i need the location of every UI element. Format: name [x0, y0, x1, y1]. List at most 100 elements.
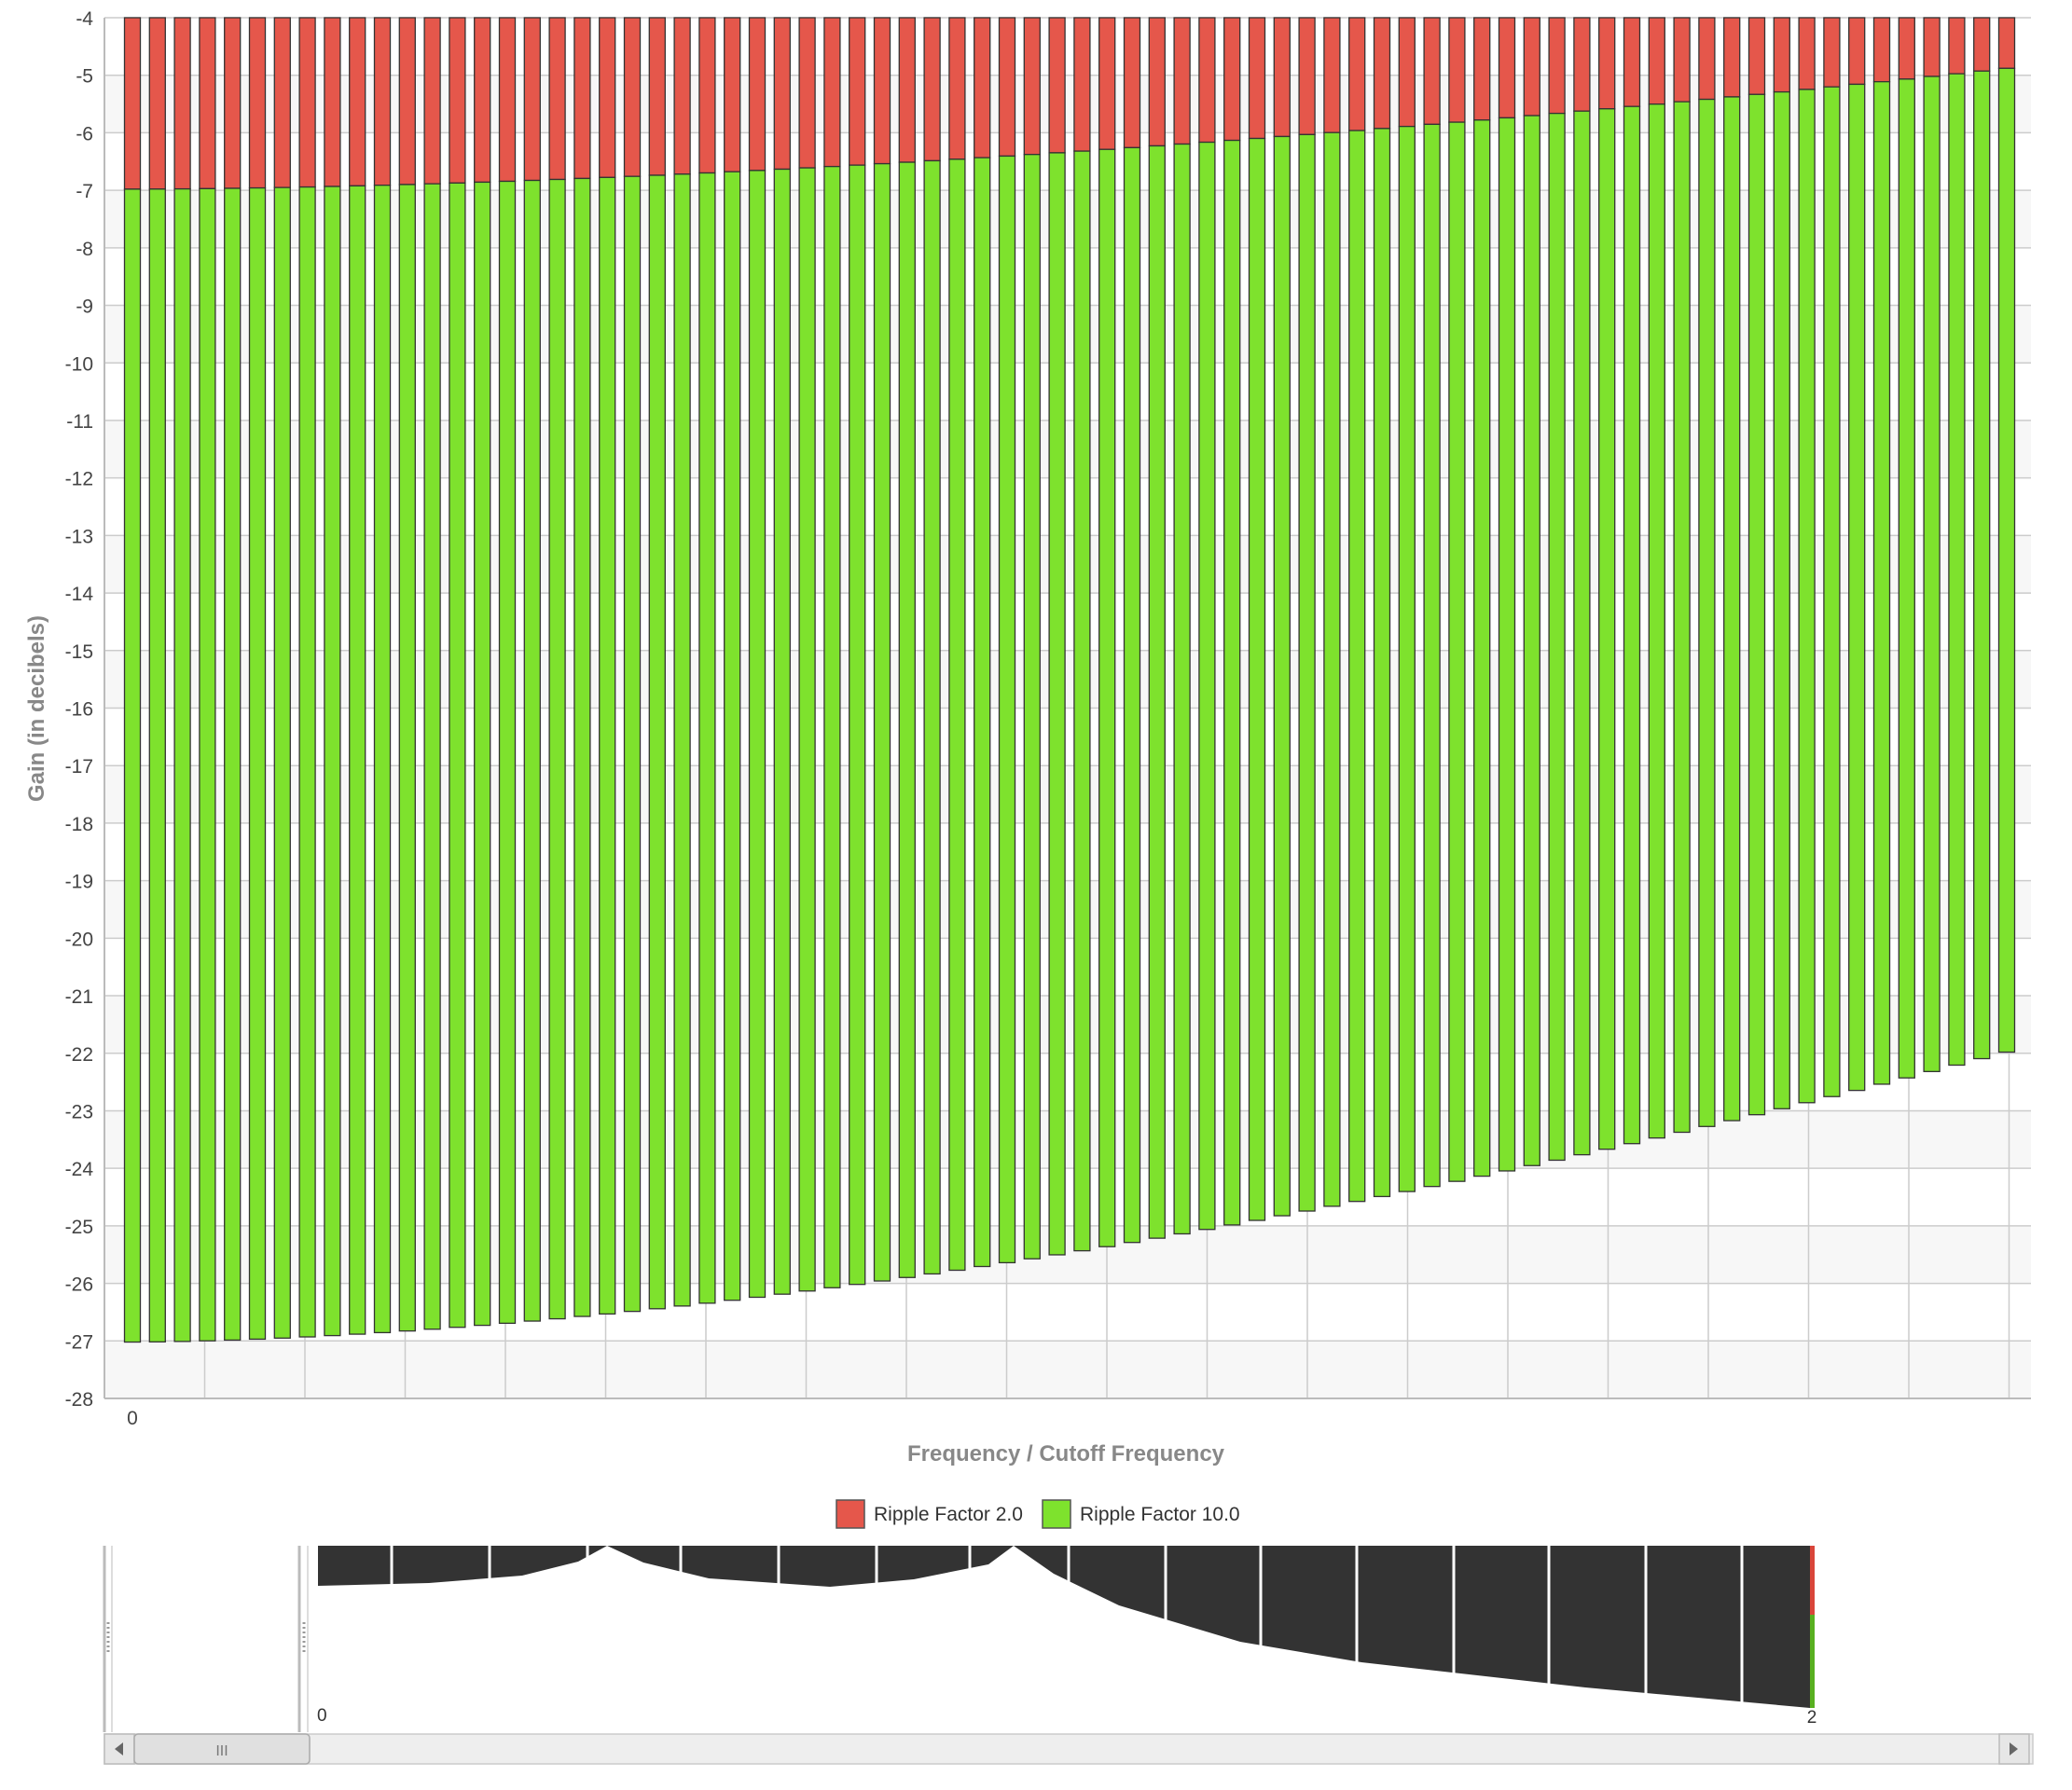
bar-ripple-2[interactable]: [1073, 17, 1091, 152]
bar-ripple-10[interactable]: [1298, 133, 1316, 1212]
bar-ripple-10[interactable]: [1398, 125, 1416, 1192]
bar-ripple-10[interactable]: [1872, 80, 1891, 1085]
bar-ripple-2[interactable]: [1548, 17, 1566, 115]
bar-ripple-10[interactable]: [273, 186, 291, 1339]
bar-ripple-2[interactable]: [498, 17, 517, 183]
bar-ripple-2[interactable]: [1148, 17, 1166, 147]
bar-ripple-10[interactable]: [1048, 152, 1066, 1256]
bar-ripple-10[interactable]: [1698, 98, 1716, 1127]
bar-ripple-2[interactable]: [823, 17, 841, 168]
bar-ripple-2[interactable]: [748, 17, 767, 172]
bar-ripple-2[interactable]: [1823, 17, 1841, 88]
bar-ripple-10[interactable]: [523, 179, 541, 1322]
bar-ripple-10[interactable]: [1148, 145, 1166, 1239]
bar-ripple-2[interactable]: [599, 17, 616, 178]
bar-ripple-2[interactable]: [1623, 17, 1641, 107]
legend-item-ripple-2[interactable]: Ripple Factor 2.0: [836, 1499, 1023, 1529]
bar-ripple-10[interactable]: [1373, 128, 1391, 1198]
bar-ripple-2[interactable]: [474, 17, 491, 184]
bar-ripple-10[interactable]: [1073, 150, 1091, 1252]
bar-ripple-10[interactable]: [923, 159, 941, 1275]
bar-ripple-10[interactable]: [724, 171, 741, 1301]
bar-ripple-2[interactable]: [873, 17, 891, 165]
scrollbar-thumb[interactable]: III: [133, 1733, 311, 1765]
bar-ripple-10[interactable]: [349, 185, 366, 1335]
bar-ripple-2[interactable]: [1398, 17, 1416, 128]
bar-ripple-2[interactable]: [224, 17, 242, 189]
bar-ripple-2[interactable]: [573, 17, 591, 180]
bar-ripple-10[interactable]: [498, 180, 517, 1325]
bar-ripple-2[interactable]: [1198, 17, 1216, 144]
bar-ripple-2[interactable]: [1248, 17, 1266, 140]
bar-ripple-2[interactable]: [1298, 17, 1316, 135]
bar-ripple-10[interactable]: [449, 182, 466, 1329]
bar-ripple-2[interactable]: [948, 17, 966, 160]
bar-ripple-2[interactable]: [974, 17, 991, 158]
bar-ripple-2[interactable]: [1448, 17, 1466, 123]
bar-ripple-2[interactable]: [923, 17, 941, 162]
bar-ripple-10[interactable]: [224, 187, 242, 1342]
bar-ripple-2[interactable]: [898, 17, 916, 163]
bar-ripple-10[interactable]: [1997, 67, 2016, 1053]
bar-ripple-10[interactable]: [873, 162, 891, 1282]
bar-ripple-2[interactable]: [1648, 17, 1665, 105]
bar-ripple-10[interactable]: [1648, 103, 1665, 1139]
bar-ripple-2[interactable]: [724, 17, 741, 172]
bar-ripple-10[interactable]: [1323, 131, 1341, 1207]
bar-ripple-10[interactable]: [474, 181, 491, 1327]
bar-ripple-10[interactable]: [673, 173, 691, 1307]
scrollbar-track[interactable]: [104, 1733, 2034, 1765]
bar-ripple-10[interactable]: [849, 164, 866, 1286]
navigator[interactable]: 0 2: [103, 1546, 1816, 1732]
bar-ripple-2[interactable]: [1898, 17, 1915, 80]
bar-ripple-10[interactable]: [1798, 89, 1816, 1104]
bar-ripple-10[interactable]: [1723, 96, 1741, 1122]
bar-ripple-10[interactable]: [948, 158, 966, 1272]
bar-ripple-2[interactable]: [349, 17, 366, 187]
bar-ripple-2[interactable]: [698, 17, 716, 174]
bar-ripple-2[interactable]: [1223, 17, 1241, 142]
bar-ripple-2[interactable]: [449, 17, 466, 184]
bar-ripple-2[interactable]: [1948, 17, 1966, 75]
bar-ripple-2[interactable]: [248, 17, 267, 189]
bar-ripple-10[interactable]: [748, 170, 767, 1299]
bar-ripple-2[interactable]: [623, 17, 642, 177]
bar-ripple-10[interactable]: [1573, 110, 1591, 1156]
bar-ripple-10[interactable]: [1198, 141, 1216, 1231]
bar-ripple-2[interactable]: [148, 17, 166, 190]
bar-ripple-10[interactable]: [1773, 90, 1790, 1109]
bar-ripple-10[interactable]: [1423, 123, 1441, 1188]
bar-ripple-10[interactable]: [1548, 112, 1566, 1162]
bar-ripple-10[interactable]: [798, 167, 816, 1292]
bar-ripple-2[interactable]: [1798, 17, 1816, 90]
bar-ripple-2[interactable]: [523, 17, 541, 182]
bar-ripple-2[interactable]: [1872, 17, 1891, 83]
bar-ripple-2[interactable]: [423, 17, 441, 185]
bar-ripple-2[interactable]: [1423, 17, 1441, 126]
bar-ripple-2[interactable]: [998, 17, 1016, 158]
bar-ripple-10[interactable]: [898, 161, 916, 1278]
bar-ripple-2[interactable]: [648, 17, 666, 176]
bar-ripple-2[interactable]: [273, 17, 291, 188]
bar-ripple-2[interactable]: [1573, 17, 1591, 112]
bar-ripple-10[interactable]: [773, 168, 791, 1295]
bar-ripple-2[interactable]: [773, 17, 791, 171]
bar-ripple-10[interactable]: [1598, 108, 1616, 1150]
bar-ripple-10[interactable]: [1523, 115, 1540, 1166]
bar-ripple-10[interactable]: [1747, 93, 1766, 1116]
bar-ripple-10[interactable]: [1898, 78, 1915, 1079]
bar-ripple-2[interactable]: [798, 17, 816, 169]
bar-ripple-2[interactable]: [1373, 17, 1391, 130]
bar-ripple-10[interactable]: [1248, 137, 1266, 1221]
bar-ripple-2[interactable]: [1598, 17, 1616, 110]
bar-ripple-2[interactable]: [849, 17, 866, 166]
bar-ripple-2[interactable]: [1698, 17, 1716, 101]
bar-ripple-2[interactable]: [1098, 17, 1116, 150]
bar-ripple-10[interactable]: [1348, 130, 1366, 1203]
bar-ripple-10[interactable]: [1273, 135, 1291, 1217]
bar-ripple-10[interactable]: [123, 188, 142, 1343]
bar-ripple-10[interactable]: [1923, 76, 1941, 1073]
bar-ripple-2[interactable]: [1348, 17, 1366, 131]
bar-ripple-2[interactable]: [298, 17, 316, 188]
bar-ripple-10[interactable]: [1823, 86, 1841, 1097]
